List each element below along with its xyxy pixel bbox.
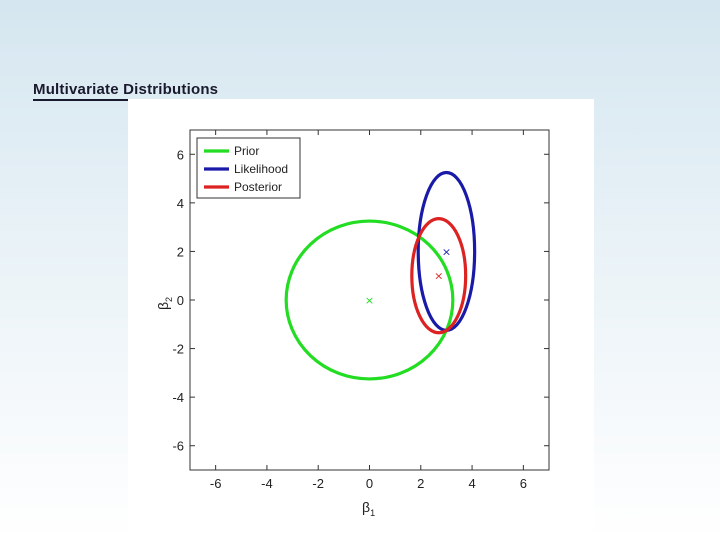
slide-title: Multivariate Distributions	[33, 81, 219, 98]
center-marker: ×	[365, 294, 374, 307]
x-axis-label-main: β	[362, 499, 370, 515]
legend: Prior Likelihood Posterior	[196, 137, 301, 199]
series-ellipse-posterior	[410, 217, 468, 335]
y-tick-label: -6	[172, 439, 184, 454]
center-marker: ×	[442, 245, 451, 258]
x-tick-label: 6	[520, 476, 527, 491]
series-ellipse-prior	[284, 219, 455, 381]
x-tick-label: -6	[210, 476, 222, 491]
y-axis-label-sub: 2	[164, 297, 174, 302]
x-axis-label-sub: 1	[370, 508, 375, 518]
axis-ticks: -6 -4 -2 0 2 4 6 -6 -4 -2 0 2 4 6	[172, 130, 549, 491]
center-marker: ×	[434, 270, 443, 283]
x-tick-label: -4	[261, 476, 273, 491]
legend-entry-posterior: Posterior	[234, 180, 282, 194]
y-tick-label: 0	[177, 293, 184, 308]
x-tick-label: 0	[366, 476, 373, 491]
y-tick-label: 6	[177, 147, 184, 162]
x-tick-label: 2	[417, 476, 424, 491]
x-axis-label: β1	[362, 499, 375, 518]
y-axis-label: β2	[155, 297, 174, 310]
y-tick-label: -4	[172, 390, 184, 405]
x-tick-label: -2	[312, 476, 324, 491]
x-tick-label: 4	[468, 476, 475, 491]
y-axis-label-main: β	[155, 302, 171, 310]
legend-entry-likelihood: Likelihood	[234, 162, 288, 176]
y-tick-label: 2	[177, 244, 184, 259]
y-tick-label: -2	[172, 342, 184, 357]
legend-entry-prior: Prior	[234, 144, 259, 158]
y-tick-label: 4	[177, 196, 184, 211]
